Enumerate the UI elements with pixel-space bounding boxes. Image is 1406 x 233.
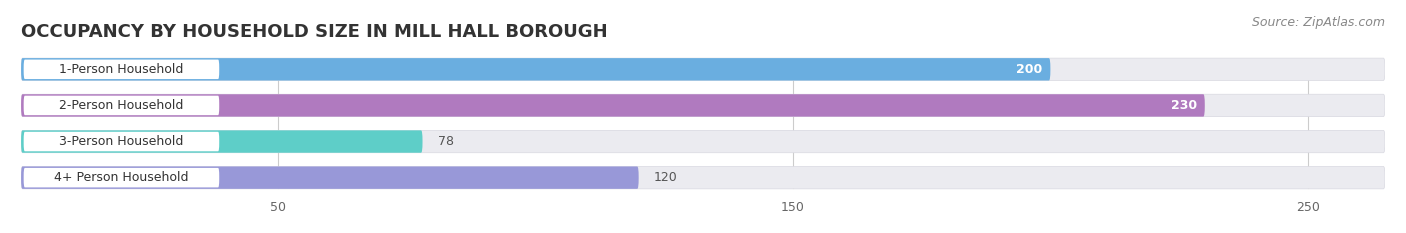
Text: 3-Person Household: 3-Person Household [59,135,184,148]
Text: 1-Person Household: 1-Person Household [59,63,184,76]
FancyBboxPatch shape [21,130,1385,153]
Text: OCCUPANCY BY HOUSEHOLD SIZE IN MILL HALL BOROUGH: OCCUPANCY BY HOUSEHOLD SIZE IN MILL HALL… [21,23,607,41]
Text: 120: 120 [654,171,678,184]
FancyBboxPatch shape [21,94,1385,117]
FancyBboxPatch shape [21,166,638,189]
Text: 200: 200 [1017,63,1043,76]
Text: 2-Person Household: 2-Person Household [59,99,184,112]
FancyBboxPatch shape [24,60,219,79]
Text: 4+ Person Household: 4+ Person Household [55,171,188,184]
FancyBboxPatch shape [24,132,219,151]
Text: 230: 230 [1171,99,1197,112]
Text: Source: ZipAtlas.com: Source: ZipAtlas.com [1251,16,1385,29]
FancyBboxPatch shape [24,168,219,187]
FancyBboxPatch shape [21,58,1050,81]
Text: 78: 78 [437,135,454,148]
FancyBboxPatch shape [21,166,1385,189]
FancyBboxPatch shape [21,130,423,153]
FancyBboxPatch shape [24,96,219,115]
FancyBboxPatch shape [21,58,1385,81]
FancyBboxPatch shape [21,94,1205,117]
